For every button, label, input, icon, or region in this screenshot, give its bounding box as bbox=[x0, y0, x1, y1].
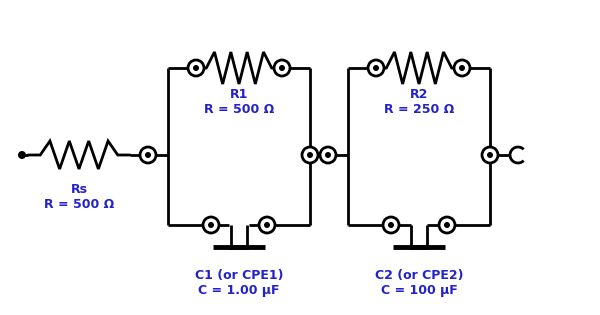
Text: Rs
R = 500 Ω: Rs R = 500 Ω bbox=[44, 183, 114, 211]
Circle shape bbox=[482, 147, 498, 163]
Circle shape bbox=[302, 147, 318, 163]
Circle shape bbox=[145, 152, 151, 158]
Circle shape bbox=[444, 222, 450, 228]
Circle shape bbox=[188, 60, 204, 76]
Circle shape bbox=[259, 217, 275, 233]
Text: C1 (or CPE1)
C = 1.00 μF: C1 (or CPE1) C = 1.00 μF bbox=[195, 269, 283, 297]
Circle shape bbox=[459, 65, 465, 71]
Text: R1
R = 500 Ω: R1 R = 500 Ω bbox=[204, 88, 274, 116]
Circle shape bbox=[373, 65, 379, 71]
Circle shape bbox=[279, 65, 285, 71]
Circle shape bbox=[264, 222, 270, 228]
Circle shape bbox=[307, 152, 313, 158]
Circle shape bbox=[18, 151, 26, 159]
Circle shape bbox=[203, 217, 219, 233]
Circle shape bbox=[274, 60, 290, 76]
Circle shape bbox=[325, 152, 331, 158]
Text: C2 (or CPE2)
C = 100 μF: C2 (or CPE2) C = 100 μF bbox=[375, 269, 463, 297]
Circle shape bbox=[140, 147, 156, 163]
Circle shape bbox=[439, 217, 455, 233]
Circle shape bbox=[454, 60, 470, 76]
Circle shape bbox=[208, 222, 214, 228]
Circle shape bbox=[487, 152, 493, 158]
Circle shape bbox=[320, 147, 336, 163]
Circle shape bbox=[388, 222, 394, 228]
Text: R2
R = 250 Ω: R2 R = 250 Ω bbox=[384, 88, 454, 116]
Circle shape bbox=[193, 65, 199, 71]
Circle shape bbox=[383, 217, 399, 233]
Circle shape bbox=[368, 60, 384, 76]
